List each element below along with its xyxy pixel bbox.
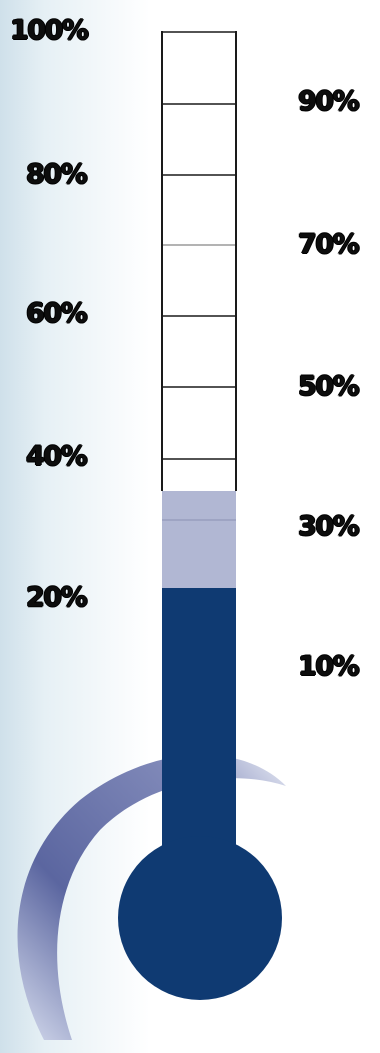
tube-empty: [162, 32, 236, 491]
label-30: 30%: [298, 511, 360, 542]
tube-outline: [161, 31, 237, 491]
tube-filled: [162, 588, 236, 878]
label-100: 100%: [10, 15, 89, 46]
label-60: 60%: [26, 298, 88, 329]
tube-ticks: [162, 31, 236, 521]
label-20: 20%: [26, 582, 88, 613]
label-90: 90%: [298, 86, 360, 117]
label-10: 10%: [298, 651, 360, 682]
label-50: 50%: [298, 371, 360, 402]
swoosh-arc: [17, 754, 286, 1040]
label-70: 70%: [298, 229, 360, 260]
label-40: 40%: [26, 441, 88, 472]
tube-pending: [162, 491, 236, 588]
label-80: 80%: [26, 159, 88, 190]
thermometer-bulb: [118, 836, 282, 1000]
